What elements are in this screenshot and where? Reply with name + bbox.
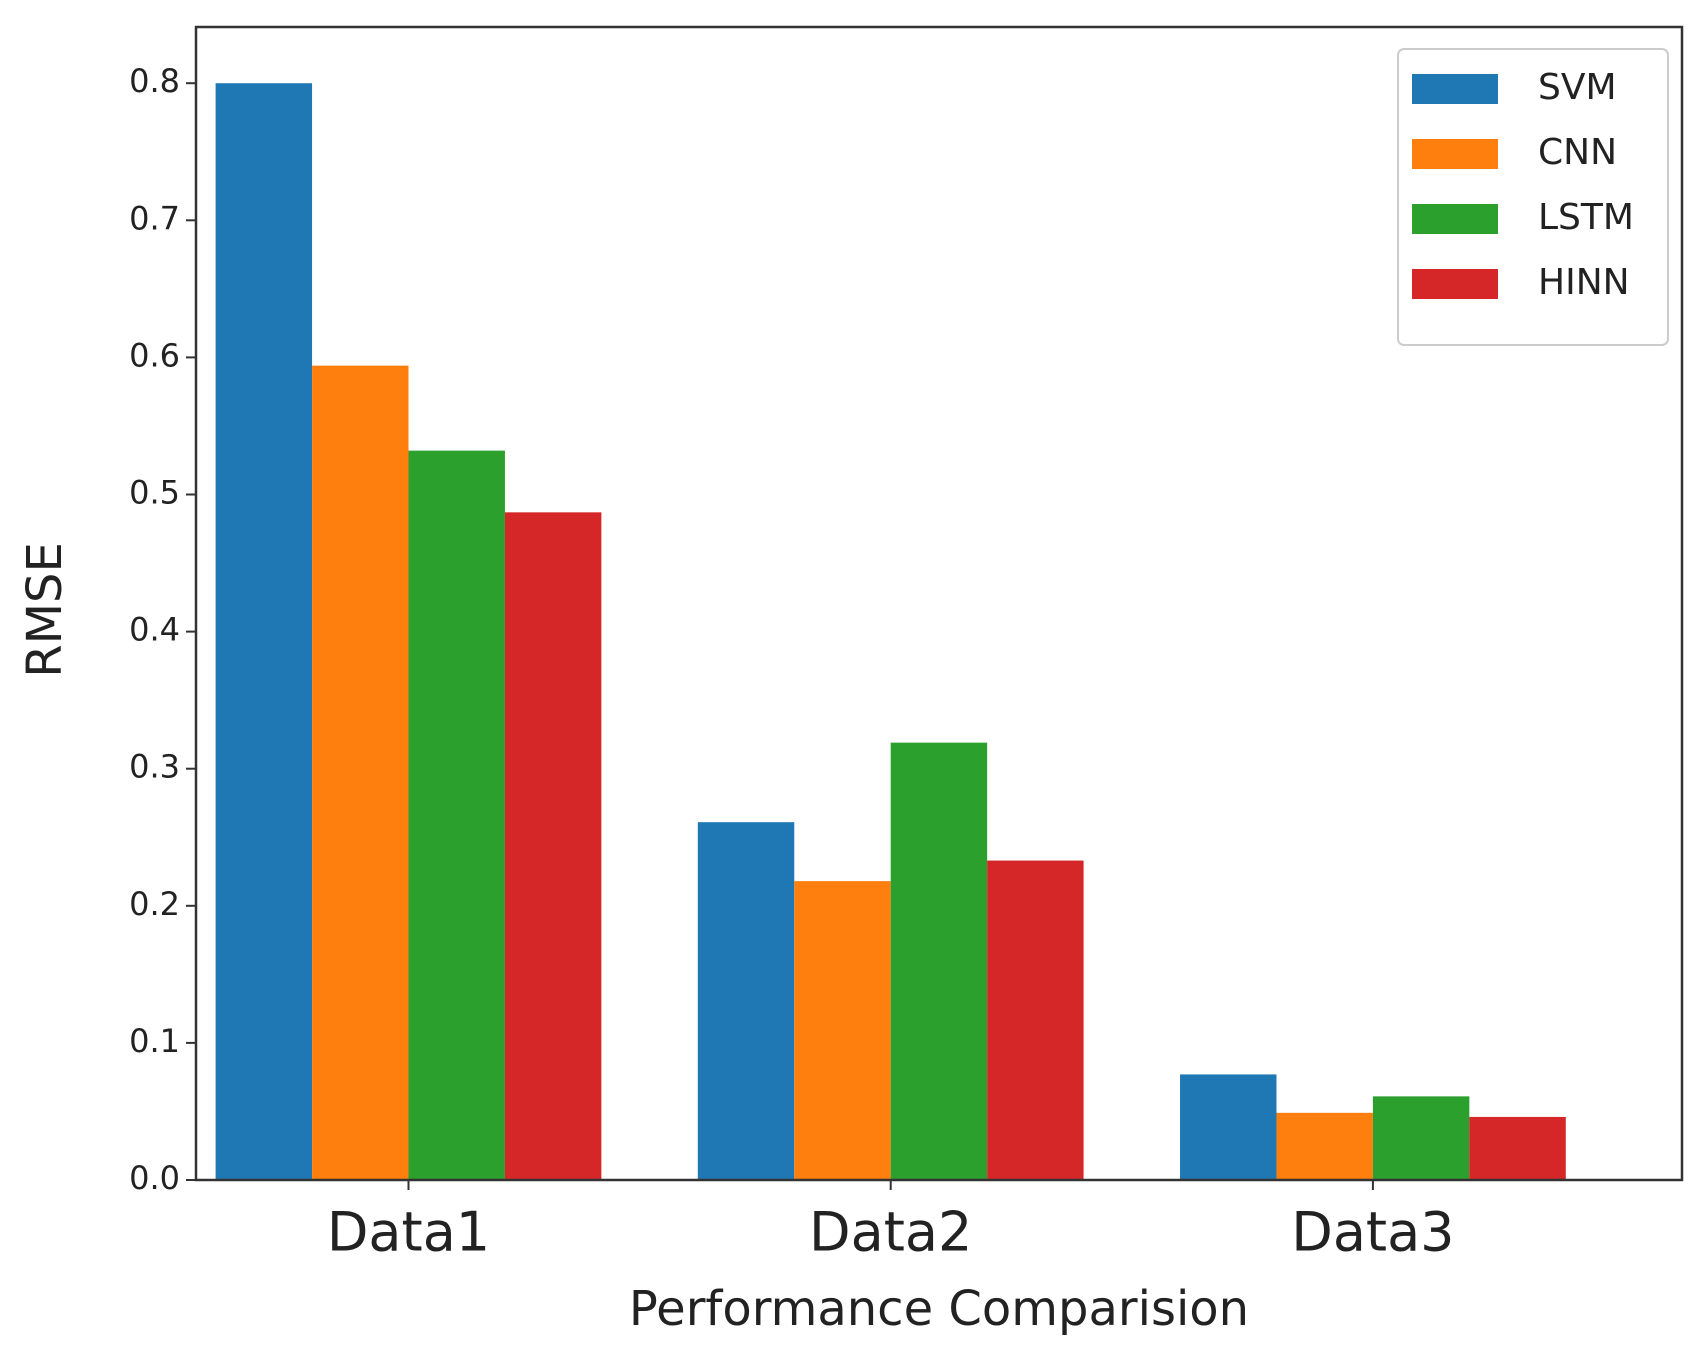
x-tick-label: Data1 — [327, 1201, 490, 1264]
legend-label: LSTM — [1538, 197, 1634, 238]
legend-swatch — [1412, 204, 1498, 234]
bar — [312, 365, 409, 1180]
bar — [504, 512, 602, 1180]
legend-label: CNN — [1538, 132, 1617, 173]
legend-label: HINN — [1538, 262, 1630, 303]
x-tick-label: Data3 — [1291, 1201, 1454, 1264]
plot-frame — [194, 25, 1684, 1182]
bar — [987, 860, 1084, 1180]
y-tick-label: 0.7 — [129, 199, 180, 237]
y-tick-label: 0.3 — [129, 748, 180, 786]
bar — [697, 822, 795, 1180]
y-tick-label: 0.0 — [129, 1159, 180, 1197]
bar — [1372, 1096, 1470, 1180]
y-tick-label: 0.2 — [129, 885, 180, 923]
x-tick-label: Data2 — [809, 1201, 972, 1264]
bar — [890, 742, 988, 1180]
legend-swatch — [1412, 139, 1498, 169]
legend-label: SVM — [1538, 67, 1617, 108]
bar — [408, 450, 505, 1180]
y-tick-label: 0.4 — [129, 611, 180, 649]
bar — [215, 83, 313, 1181]
legend-swatch — [1412, 74, 1498, 104]
y-tick-label: 0.6 — [129, 336, 180, 374]
bar — [1469, 1116, 1566, 1180]
legend-swatch — [1412, 269, 1498, 299]
bar — [1276, 1112, 1373, 1180]
y-axis-label: RMSE — [17, 542, 73, 678]
x-axis-label: Performance Comparision — [629, 1281, 1249, 1337]
y-tick-label: 0.8 — [129, 62, 180, 100]
y-tick-label: 0.5 — [129, 474, 180, 512]
bar — [1180, 1074, 1277, 1180]
y-tick-label: 0.1 — [129, 1022, 180, 1060]
bar — [794, 881, 891, 1180]
